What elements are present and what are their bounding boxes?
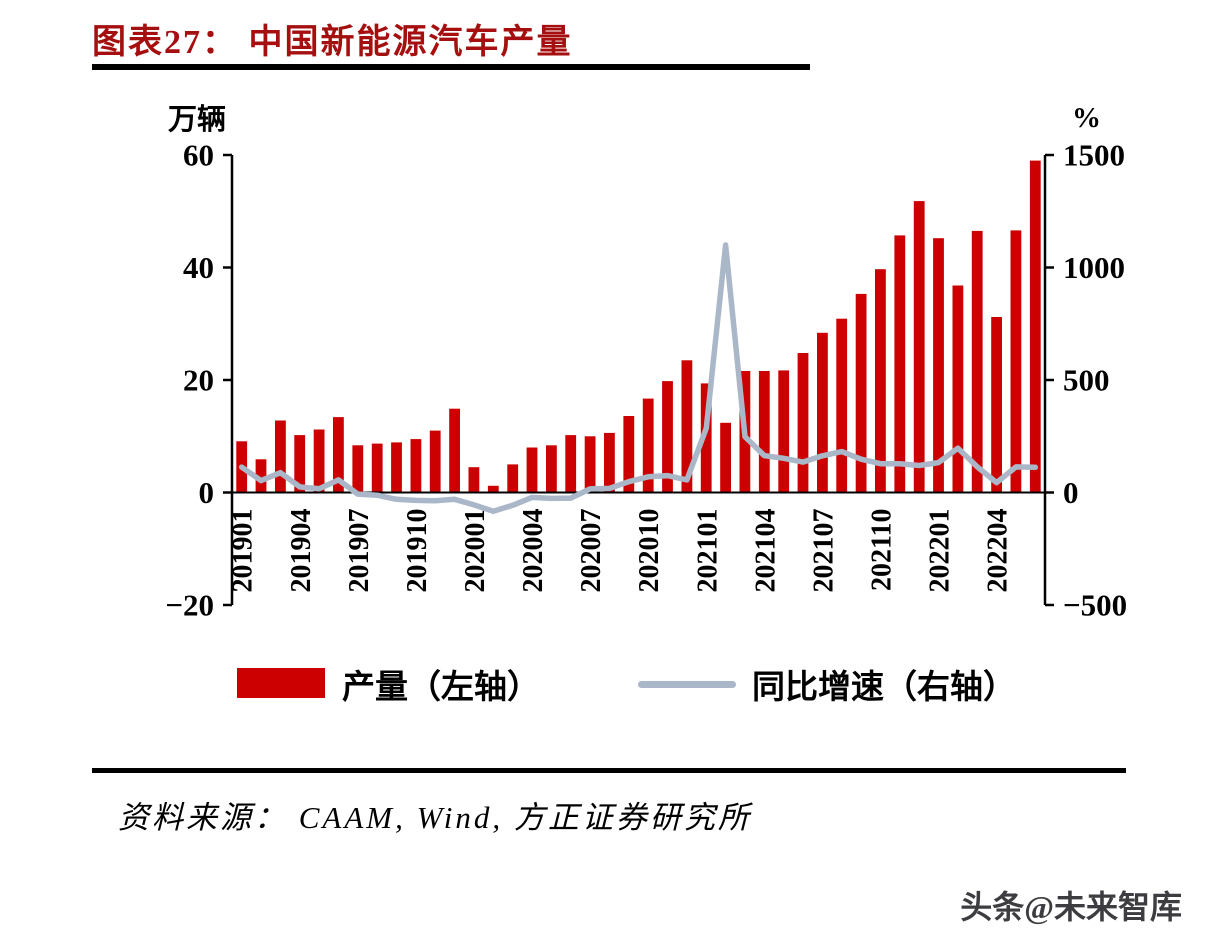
svg-text:20: 20 xyxy=(183,363,214,398)
svg-text:201901: 201901 xyxy=(228,509,259,593)
svg-text:0: 0 xyxy=(1063,475,1079,510)
svg-text:1500: 1500 xyxy=(1063,138,1125,173)
legend-line-swatch xyxy=(638,681,736,688)
svg-text:202010: 202010 xyxy=(634,509,665,593)
footer-rule xyxy=(92,768,1126,773)
left-axis-unit: 万辆 xyxy=(168,104,227,136)
svg-text:202204: 202204 xyxy=(983,509,1014,593)
legend-bar-label: 产量（左轴） xyxy=(342,670,540,706)
watermark: 头条@未来智库 xyxy=(960,889,1182,925)
svg-text:1000: 1000 xyxy=(1063,250,1125,285)
svg-text:202101: 202101 xyxy=(692,509,723,593)
title-underline xyxy=(92,64,810,70)
svg-text:40: 40 xyxy=(183,250,214,285)
svg-text:−500: −500 xyxy=(1063,588,1127,623)
svg-text:201907: 201907 xyxy=(344,509,375,593)
svg-text:202104: 202104 xyxy=(750,509,781,593)
svg-text:60: 60 xyxy=(183,138,214,173)
source-note: 资料来源： CAAM, Wind, 方正证券研究所 xyxy=(118,800,752,835)
chart-title: 图表27： 中国新能源汽车产量 xyxy=(92,24,573,61)
svg-text:201904: 201904 xyxy=(286,509,317,593)
svg-text:0: 0 xyxy=(199,475,215,510)
svg-text:−20: −20 xyxy=(165,588,214,623)
svg-text:202201: 202201 xyxy=(925,508,956,592)
legend-line-label: 同比增速（右轴） xyxy=(752,670,1016,706)
svg-text:202001: 202001 xyxy=(460,509,491,593)
svg-text:202004: 202004 xyxy=(518,509,549,593)
legend-bar-swatch xyxy=(237,668,325,698)
right-axis-unit: % xyxy=(1072,102,1101,134)
svg-text:201910: 201910 xyxy=(402,509,433,593)
svg-text:202007: 202007 xyxy=(576,509,607,593)
svg-text:202107: 202107 xyxy=(808,509,839,593)
svg-text:500: 500 xyxy=(1063,363,1110,398)
svg-text:202110: 202110 xyxy=(866,509,897,591)
